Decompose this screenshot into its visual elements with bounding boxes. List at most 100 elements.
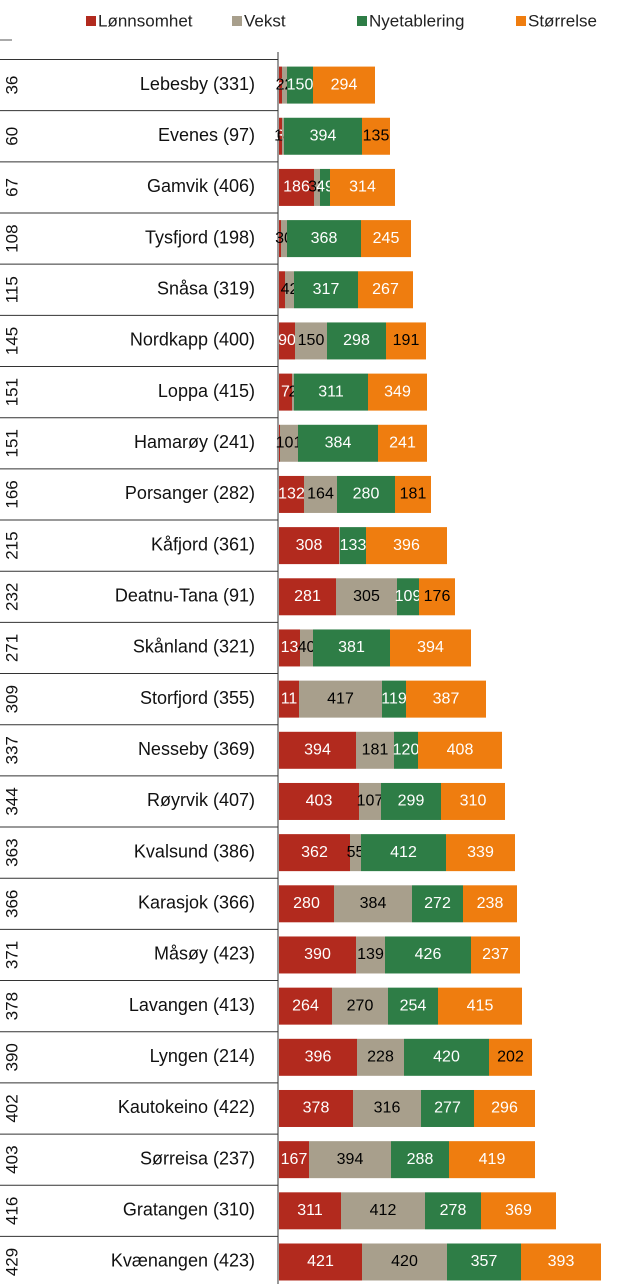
bar-segment — [279, 220, 281, 258]
segment-label: 288 — [407, 1151, 434, 1168]
segment-label: 339 — [467, 844, 494, 861]
bar-segment — [339, 527, 340, 565]
bar-segment — [366, 527, 447, 565]
segment-label: 420 — [433, 1049, 460, 1066]
segment-label: 417 — [327, 690, 354, 707]
row-name: Kåfjord (361) — [151, 534, 255, 554]
segment-label: 101 — [276, 434, 303, 451]
bar-segment — [282, 117, 284, 155]
legend-label: Vekst — [244, 11, 286, 30]
row-name: Nordkapp (400) — [130, 330, 255, 350]
bar-segment — [279, 782, 359, 820]
bar-segment — [481, 1192, 556, 1230]
segment-label: 280 — [353, 486, 380, 503]
segment-label: 181 — [362, 742, 389, 759]
bar-segment — [279, 66, 282, 104]
segment-label: 384 — [360, 895, 387, 912]
bar-segment — [279, 475, 304, 513]
bar-segment — [279, 322, 295, 360]
segment-label: 135 — [363, 127, 390, 144]
segment-label: 421 — [307, 1253, 334, 1270]
bar-segment — [279, 168, 314, 206]
segment-label: 107 — [357, 793, 384, 810]
bar-segment — [279, 731, 356, 769]
row-rank: 371 — [2, 941, 21, 969]
row-rank: 403 — [2, 1145, 21, 1173]
segment-label: 311 — [318, 383, 344, 400]
row-name: Karasjok (366) — [138, 893, 255, 913]
segment-label: 7 — [281, 383, 290, 400]
bar-segment — [378, 424, 427, 462]
segment-label: 245 — [373, 230, 400, 247]
segment-label: 191 — [393, 332, 420, 349]
bar-segment — [359, 782, 381, 820]
legend-swatch — [357, 16, 367, 26]
row-name: Gamvik (406) — [147, 176, 255, 196]
bar-segment — [340, 527, 366, 565]
row-rank: 232 — [2, 583, 21, 611]
bar-segment — [350, 834, 361, 872]
bar-segment — [361, 834, 446, 872]
bar-segment — [309, 1141, 391, 1179]
bar-segment — [284, 117, 362, 155]
bar-segment — [279, 373, 292, 411]
bar-segment — [287, 66, 313, 104]
bar-segment — [361, 220, 411, 258]
bar-segment — [357, 1038, 404, 1076]
row-rank: 416 — [2, 1197, 21, 1225]
segment-label: 181 — [400, 486, 427, 503]
bar-segment — [412, 885, 463, 923]
row-rank: 151 — [2, 429, 21, 457]
segment-label: 349 — [384, 383, 411, 400]
row-name: Lavangen (413) — [129, 995, 255, 1015]
bar-segment — [368, 373, 427, 411]
bar-segment — [397, 578, 419, 616]
row-rank: 108 — [2, 224, 21, 252]
bar-segment — [395, 475, 431, 513]
bar-segment — [314, 168, 320, 206]
bar-segment — [279, 885, 334, 923]
bar-segment — [279, 1243, 362, 1281]
bar-segment — [292, 373, 294, 411]
bar-segment — [279, 117, 282, 155]
bar-segment — [320, 168, 330, 206]
segment-label: 394 — [417, 639, 444, 656]
bar-segment — [362, 117, 390, 155]
segment-label: 311 — [297, 1202, 323, 1219]
segment-label: 415 — [467, 997, 494, 1014]
segment-label: 368 — [311, 230, 338, 247]
segment-label: 241 — [389, 434, 416, 451]
bar-segment — [280, 424, 298, 462]
bar-segment — [390, 629, 471, 667]
segment-label: 317 — [313, 281, 340, 298]
segment-label: 119 — [381, 690, 407, 707]
bar-segment — [334, 885, 412, 923]
row-name: Evenes (97) — [158, 125, 255, 145]
row-name: Snåsa (319) — [157, 279, 255, 299]
bar-segment — [404, 1038, 489, 1076]
bar-segment — [279, 987, 332, 1025]
bar-segment — [336, 578, 397, 616]
row-name: Kvænangen (423) — [111, 1251, 255, 1271]
row-rank: 363 — [2, 838, 21, 866]
segment-label: 2 — [289, 383, 298, 400]
bar-segment — [279, 1141, 309, 1179]
bar-segment — [282, 66, 287, 104]
bar-segment — [341, 1192, 425, 1230]
segment-label: 308 — [296, 537, 323, 554]
segment-label: 316 — [374, 1100, 401, 1117]
row-rank: 151 — [2, 378, 21, 406]
segment-label: 176 — [424, 588, 451, 605]
segment-label: 412 — [370, 1202, 397, 1219]
segment-label: 394 — [337, 1151, 364, 1168]
bar-segment — [438, 987, 522, 1025]
bar-segment — [279, 1192, 341, 1230]
row-rank: 390 — [2, 1043, 21, 1071]
bar-segment — [394, 731, 418, 769]
segment-label: 296 — [491, 1100, 518, 1117]
segment-label: 150 — [287, 76, 314, 93]
legend-swatch — [86, 16, 96, 26]
segment-label: 419 — [479, 1151, 506, 1168]
bar-segment — [446, 834, 515, 872]
row-rank: 36 — [2, 76, 21, 95]
